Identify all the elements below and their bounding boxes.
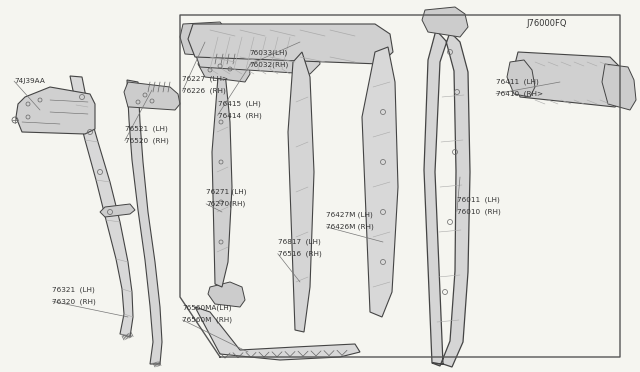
Text: 76817  (LH): 76817 (LH) xyxy=(278,238,321,245)
Polygon shape xyxy=(193,32,320,74)
Text: 76010  (RH): 76010 (RH) xyxy=(457,208,500,215)
Text: 76516  (RH): 76516 (RH) xyxy=(278,250,321,257)
Polygon shape xyxy=(507,60,535,97)
Text: 76271 (LH): 76271 (LH) xyxy=(206,189,246,195)
Text: 76320  (RH): 76320 (RH) xyxy=(52,298,96,305)
Polygon shape xyxy=(424,30,470,367)
Polygon shape xyxy=(188,24,393,64)
Text: 74J39AA: 74J39AA xyxy=(14,78,45,84)
Text: 76226  (RH): 76226 (RH) xyxy=(182,88,226,94)
Text: 76321  (LH): 76321 (LH) xyxy=(52,286,95,293)
Polygon shape xyxy=(16,87,95,134)
Text: 76415  (LH): 76415 (LH) xyxy=(218,100,260,107)
Text: 76520  (RH): 76520 (RH) xyxy=(125,137,168,144)
Text: 76270(RH): 76270(RH) xyxy=(206,201,245,207)
Text: 76414  (RH): 76414 (RH) xyxy=(218,112,261,119)
Polygon shape xyxy=(124,82,180,110)
Text: 76411  (LH): 76411 (LH) xyxy=(496,78,539,85)
Polygon shape xyxy=(195,307,360,360)
Text: 76227  (LH>: 76227 (LH> xyxy=(182,76,228,83)
Text: J76000FQ: J76000FQ xyxy=(526,19,566,28)
Text: 76410  (RH>: 76410 (RH> xyxy=(496,90,543,97)
Polygon shape xyxy=(180,22,230,57)
Text: 76521  (LH): 76521 (LH) xyxy=(125,126,168,132)
Text: 76033(LH): 76033(LH) xyxy=(250,49,288,56)
Polygon shape xyxy=(288,52,314,332)
Polygon shape xyxy=(422,7,468,37)
Text: 76011  (LH): 76011 (LH) xyxy=(457,196,500,203)
Polygon shape xyxy=(198,52,250,82)
Polygon shape xyxy=(362,47,398,317)
Text: 76032(RH): 76032(RH) xyxy=(250,61,289,68)
Polygon shape xyxy=(212,72,232,287)
Polygon shape xyxy=(602,64,636,110)
Polygon shape xyxy=(127,80,162,364)
Polygon shape xyxy=(208,282,245,307)
Text: 76426M (RH): 76426M (RH) xyxy=(326,224,374,230)
Text: 76427M (LH): 76427M (LH) xyxy=(326,212,373,218)
Text: 76560M  (RH): 76560M (RH) xyxy=(182,317,232,323)
Text: 76560MA(LH): 76560MA(LH) xyxy=(182,305,232,311)
Polygon shape xyxy=(100,204,135,217)
Polygon shape xyxy=(70,76,133,337)
Polygon shape xyxy=(513,52,628,107)
